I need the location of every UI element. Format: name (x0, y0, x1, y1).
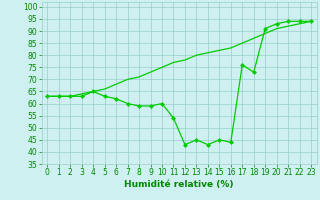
X-axis label: Humidité relative (%): Humidité relative (%) (124, 180, 234, 189)
